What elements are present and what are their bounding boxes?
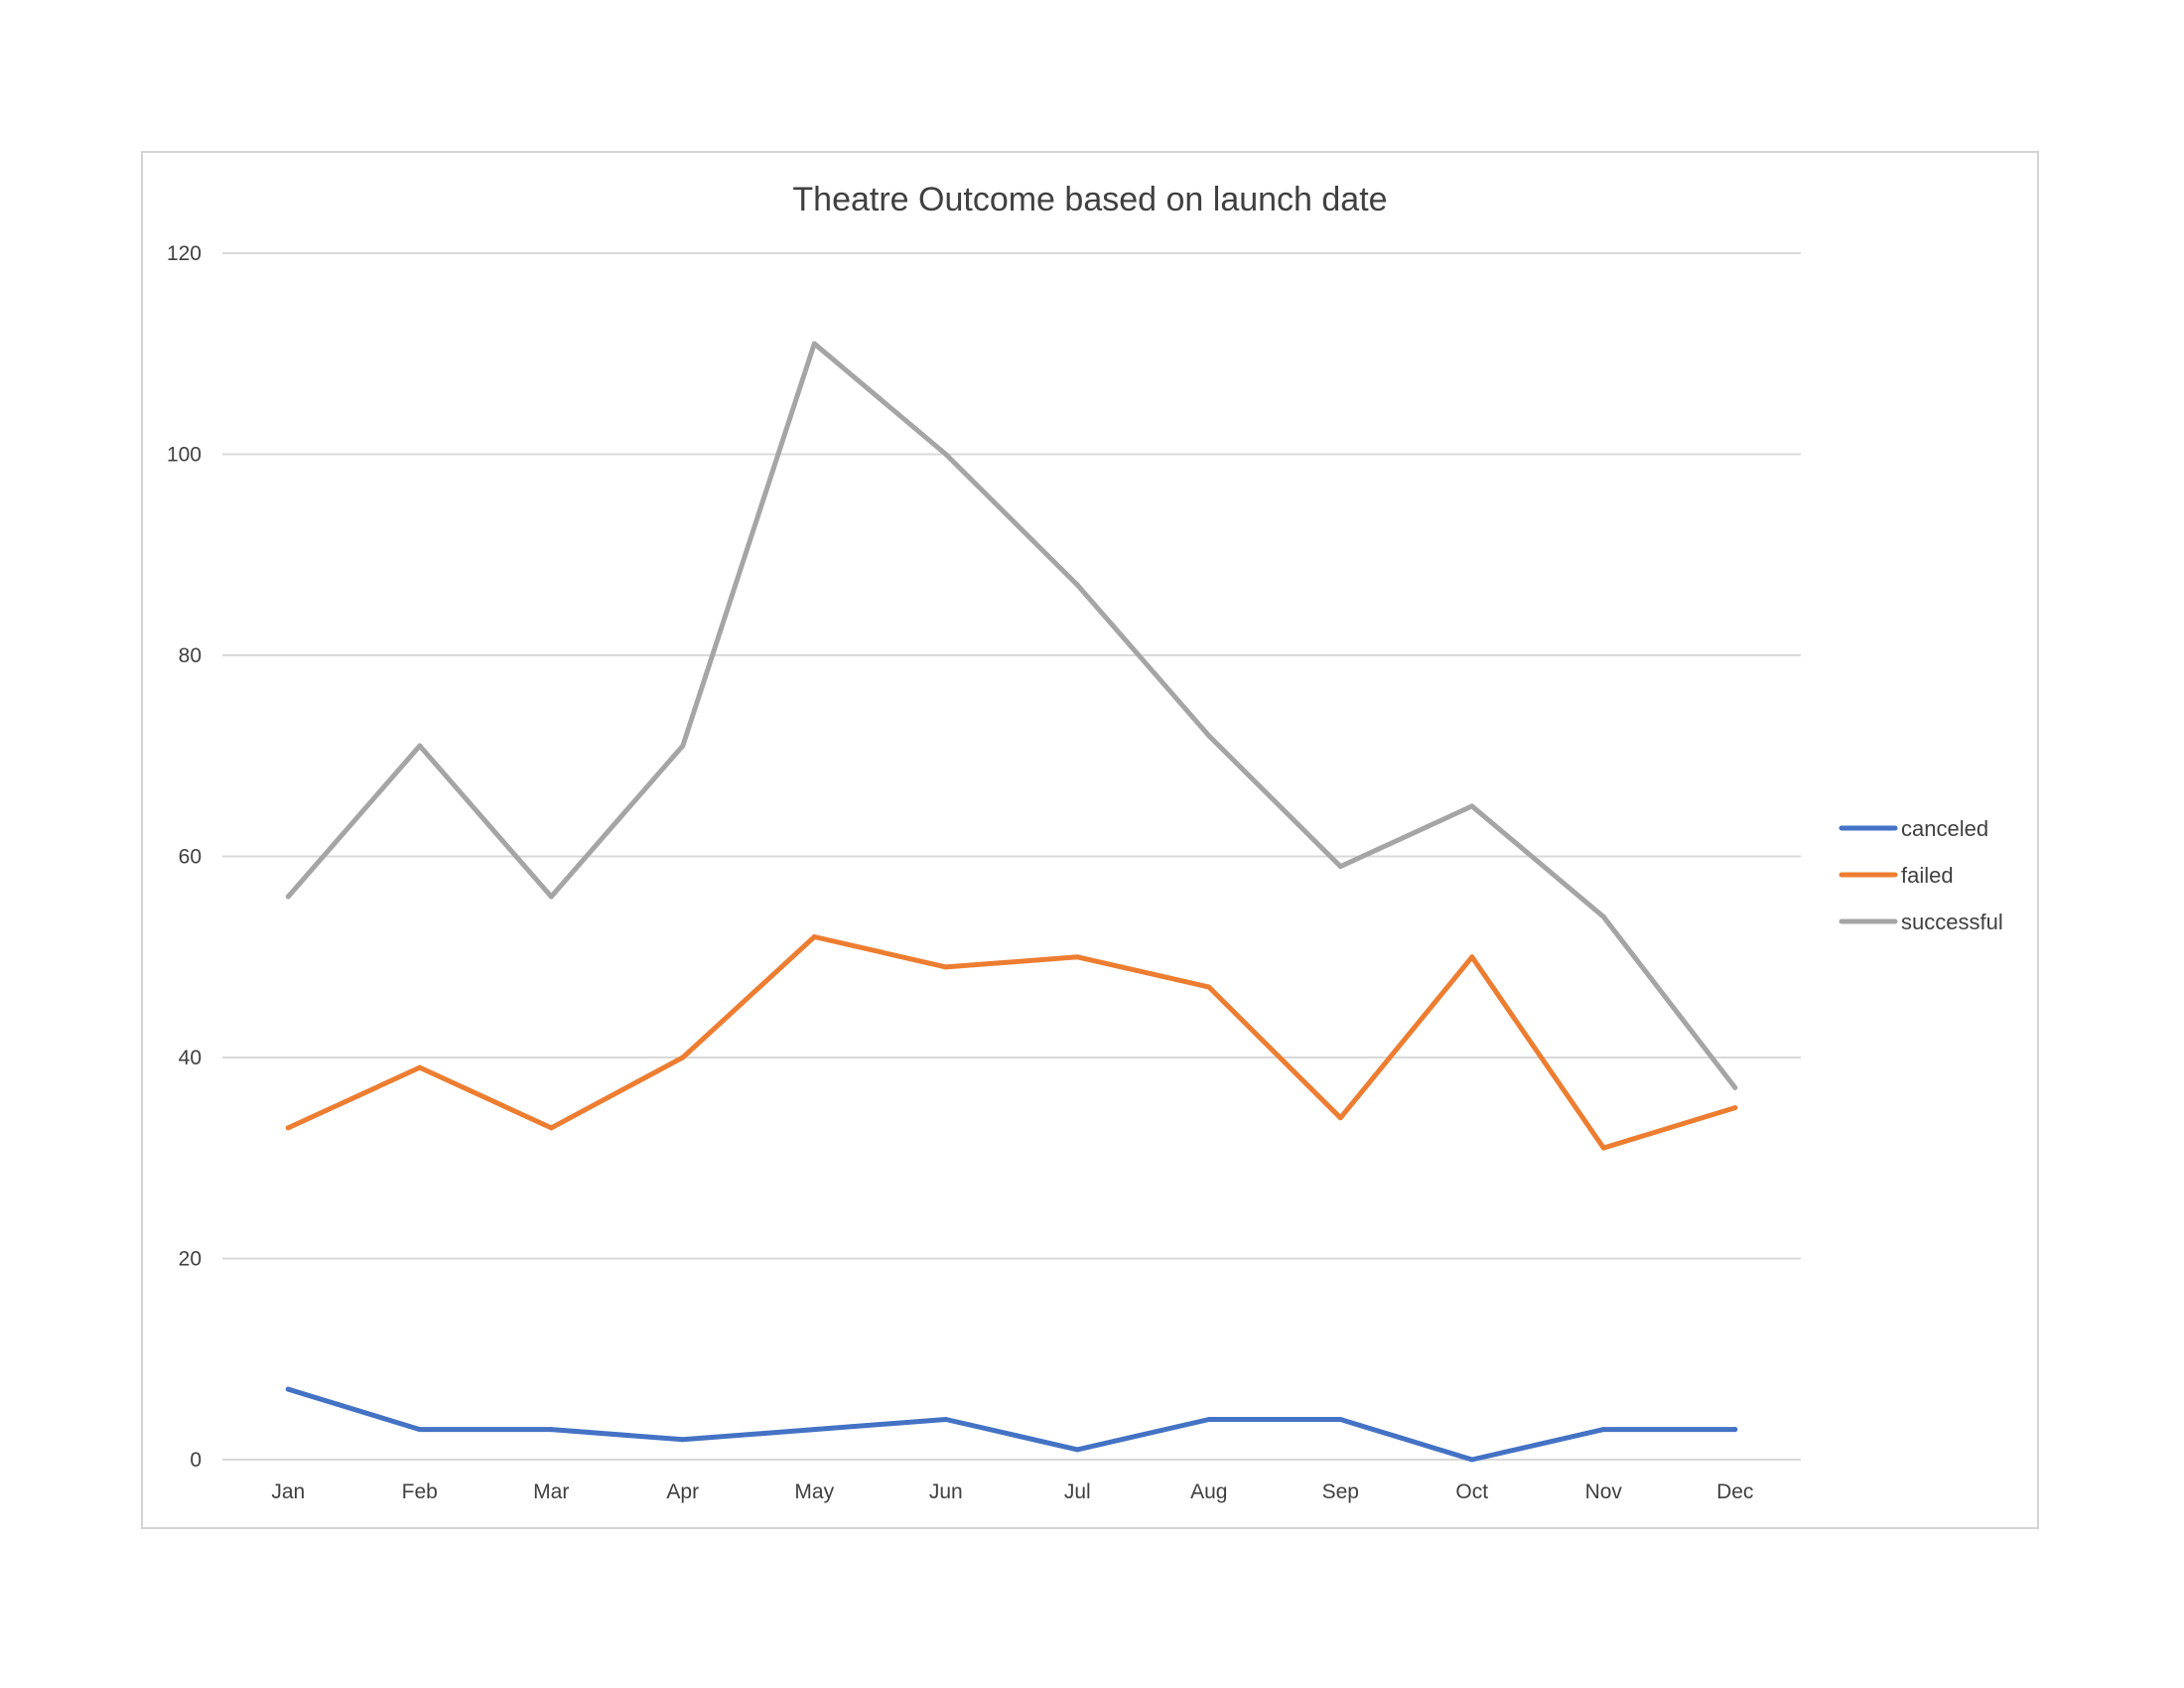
y-tick-label: 120 xyxy=(167,242,202,265)
data-point-successful-Sep xyxy=(1338,864,1343,869)
chart-title: Theatre Outcome based on launch date xyxy=(792,181,1387,218)
data-point-failed-Mar xyxy=(549,1125,554,1130)
data-point-canceled-May xyxy=(812,1427,817,1432)
series-lines xyxy=(286,342,1738,1463)
data-point-successful-Feb xyxy=(417,744,422,749)
data-point-successful-Dec xyxy=(1732,1085,1737,1090)
data-point-canceled-Jun xyxy=(943,1417,948,1422)
x-tick-label: Dec xyxy=(1716,1480,1753,1503)
data-point-canceled-Nov xyxy=(1601,1427,1606,1432)
legend-label-canceled: canceled xyxy=(1901,816,1988,841)
data-point-canceled-Apr xyxy=(680,1437,685,1442)
data-point-failed-May xyxy=(812,934,817,939)
gridlines xyxy=(222,253,1801,1460)
x-tick-label: Feb xyxy=(402,1480,438,1503)
data-point-failed-Nov xyxy=(1601,1146,1606,1151)
data-point-failed-Sep xyxy=(1338,1115,1343,1120)
legend-label-failed: failed xyxy=(1901,863,1954,888)
data-point-canceled-Aug xyxy=(1206,1417,1211,1422)
legend-item-successful[interactable]: successful xyxy=(1842,910,2003,934)
data-point-failed-Jan xyxy=(286,1125,291,1130)
x-tick-label: Jul xyxy=(1064,1480,1091,1503)
series-line-canceled xyxy=(288,1389,1735,1460)
x-tick-label: May xyxy=(794,1480,834,1503)
data-point-successful-Apr xyxy=(680,744,685,749)
data-point-failed-Oct xyxy=(1469,954,1474,959)
line-chart: Theatre Outcome based on launch date 0 20… xyxy=(143,153,2037,1527)
x-tick-label: Mar xyxy=(533,1480,569,1503)
data-point-successful-May xyxy=(812,342,817,347)
y-axis-tick-labels: 0 20 40 60 80 100 120 xyxy=(167,242,202,1472)
x-tick-label: Apr xyxy=(666,1480,699,1503)
x-tick-label: Nov xyxy=(1585,1480,1623,1503)
x-tick-label: Jun xyxy=(929,1480,963,1503)
y-tick-label: 0 xyxy=(190,1449,202,1472)
data-point-failed-Dec xyxy=(1732,1105,1737,1110)
y-tick-label: 40 xyxy=(179,1047,202,1069)
data-point-canceled-Jan xyxy=(286,1387,291,1392)
y-tick-label: 100 xyxy=(167,444,202,467)
data-point-canceled-Jul xyxy=(1075,1447,1080,1452)
data-point-failed-Feb xyxy=(417,1065,422,1070)
legend-item-failed[interactable]: failed xyxy=(1842,863,1954,888)
data-point-canceled-Mar xyxy=(549,1427,554,1432)
legend-item-canceled[interactable]: canceled xyxy=(1842,816,1988,841)
chart-frame: Theatre Outcome based on launch date 0 20… xyxy=(141,151,2039,1529)
y-tick-label: 60 xyxy=(179,846,202,869)
data-point-failed-Jul xyxy=(1075,954,1080,959)
data-point-failed-Jun xyxy=(943,964,948,969)
data-point-successful-Nov xyxy=(1601,914,1606,919)
legend: canceled failed successful xyxy=(1842,816,2003,934)
x-tick-label: Aug xyxy=(1190,1480,1227,1503)
data-point-successful-Oct xyxy=(1469,803,1474,808)
data-point-canceled-Sep xyxy=(1338,1417,1343,1422)
y-tick-label: 20 xyxy=(179,1248,202,1271)
data-point-successful-Jul xyxy=(1075,583,1080,588)
x-tick-label: Jan xyxy=(271,1480,305,1503)
x-tick-label: Sep xyxy=(1322,1480,1359,1503)
y-tick-label: 80 xyxy=(179,644,202,667)
data-point-successful-Jun xyxy=(943,452,948,457)
legend-label-successful: successful xyxy=(1901,910,2003,934)
data-point-successful-Aug xyxy=(1206,734,1211,739)
data-point-failed-Aug xyxy=(1206,985,1211,990)
data-point-canceled-Oct xyxy=(1469,1458,1474,1463)
data-point-canceled-Feb xyxy=(417,1427,422,1432)
x-axis-tick-labels: Jan Feb Mar Apr May Jun Jul Aug Sep Oct Nov Dec xyxy=(271,1480,1753,1503)
data-point-canceled-Dec xyxy=(1732,1427,1737,1432)
data-point-successful-Mar xyxy=(549,895,554,900)
x-tick-label: Oct xyxy=(1455,1480,1488,1503)
data-point-successful-Jan xyxy=(286,895,291,900)
data-point-failed-Apr xyxy=(680,1055,685,1060)
series-line-failed xyxy=(288,937,1735,1149)
